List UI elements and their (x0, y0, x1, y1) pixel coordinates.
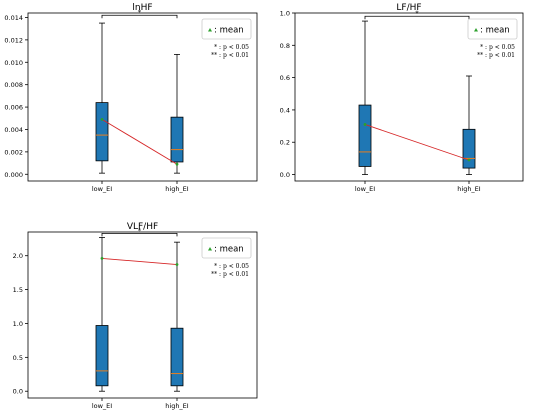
box-low_EI (358, 20, 372, 175)
mean-marker (175, 162, 179, 166)
mean-line (364, 124, 470, 161)
chart-title: lnHF (132, 3, 152, 13)
chart-panel-2: LF/HF 0.0 0.2 0.4 0.6 0.8 1.0 low_EI high_EI * : m… (280, 3, 524, 193)
legend: : mean (201, 237, 252, 259)
y-tick-label: 0.8 (280, 42, 290, 50)
mean-marker (175, 263, 179, 266)
box-high_EI (170, 54, 184, 174)
y-tick-label: 0.2 (280, 139, 290, 147)
chart-panel-3: VLF/HF 0.0 0.5 1.0 1.5 2.0 low_EI high_EI * : mea… (13, 222, 258, 410)
significance-bracket (364, 15, 470, 20)
box-body (358, 104, 372, 167)
p-value-note: ** : p < 0.01 (211, 52, 249, 59)
legend-label: : mean (214, 26, 244, 36)
box-high_EI (462, 75, 476, 175)
significance-bracket (101, 232, 178, 237)
plot-frame (294, 12, 524, 182)
p-value-note: ** : p < 0.01 (477, 52, 515, 59)
triangle-marker-icon (474, 28, 478, 32)
y-tick-label: 0.010 (4, 59, 23, 67)
y-tick-label: 1.5 (13, 286, 23, 294)
box-body (170, 116, 184, 163)
box-body (170, 327, 184, 387)
box-low_EI (95, 237, 109, 392)
x-tick-label: low_EI (92, 185, 112, 193)
plot-frame (27, 231, 258, 399)
p-value-note: ** : p < 0.01 (211, 271, 249, 278)
box-low_EI (95, 22, 109, 174)
y-tick-label: 2.0 (13, 252, 23, 260)
x-tick-label: low_EI (92, 402, 112, 410)
legend-frame (201, 18, 252, 40)
legend: : mean (201, 18, 252, 40)
x-tick-label: low_EI (355, 185, 375, 193)
mean-marker (100, 257, 104, 260)
chart-title: LF/HF (396, 3, 421, 13)
x-tick-label: high_EI (165, 185, 189, 193)
chart-title: VLF/HF (127, 222, 158, 232)
y-tick-label: 0.0 (280, 171, 290, 179)
legend: : mean (467, 18, 518, 40)
legend-frame (201, 237, 252, 259)
y-tick-label: 0.004 (4, 126, 23, 134)
significance-label: * (415, 10, 419, 18)
legend-label: : mean (214, 245, 244, 255)
plot-frame (27, 12, 258, 182)
triangle-marker-icon (208, 28, 212, 32)
y-tick-label: 0.5 (13, 354, 23, 362)
box-body (462, 128, 476, 169)
p-value-note: * : p < 0.05 (480, 44, 515, 51)
y-tick-label: 0.002 (4, 148, 23, 156)
mean-line (101, 257, 178, 265)
y-tick-label: 0.6 (280, 74, 290, 82)
y-tick-label: 0.0 (13, 388, 23, 396)
x-tick-label: high_EI (165, 402, 189, 410)
box-high_EI (170, 241, 184, 392)
significance-label: * (138, 227, 142, 235)
y-tick-label: 1.0 (280, 10, 290, 18)
y-tick-label: 0.006 (4, 104, 23, 112)
y-tick-label: 0.014 (4, 14, 23, 22)
significance-label: * (138, 9, 142, 17)
y-tick-label: 0.012 (4, 36, 23, 44)
mean-marker (363, 123, 367, 126)
p-value-note: * : p < 0.05 (214, 263, 249, 270)
y-tick-label: 0.008 (4, 81, 23, 89)
y-tick-label: 0.4 (280, 106, 290, 114)
significance-bracket (101, 14, 178, 19)
mean-marker (467, 158, 471, 162)
y-tick-label: 1.0 (13, 320, 23, 328)
p-value-note: * : p < 0.05 (214, 44, 249, 51)
box-body (95, 325, 109, 387)
chart-panel-1: lnHF 0.000 0.002 0.004 0.006 0.008 0.010 0.012 0… (4, 3, 258, 193)
legend-label: : mean (480, 26, 510, 36)
legend-frame (467, 18, 518, 40)
mean-line (101, 119, 178, 165)
box-body (95, 102, 109, 162)
y-tick-label: 0.000 (4, 171, 23, 179)
x-tick-label: high_EI (457, 185, 481, 193)
mean-marker (100, 118, 104, 121)
triangle-marker-icon (208, 247, 212, 251)
